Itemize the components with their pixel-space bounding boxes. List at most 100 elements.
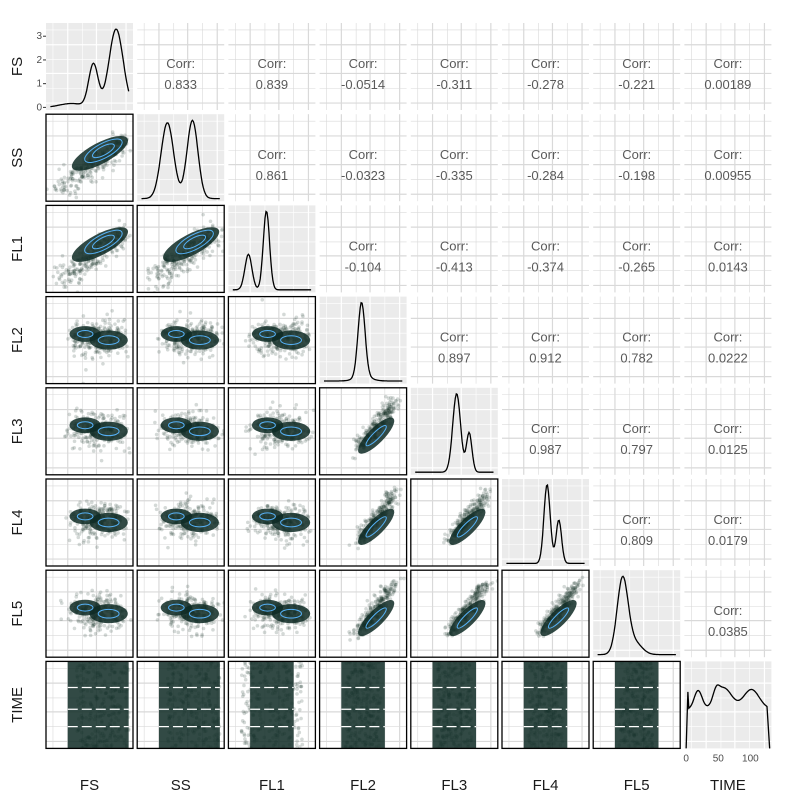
scatter-fl5-fl2 [318, 569, 408, 658]
corr-cell-fl4-fl5: Corr: 0.809 [593, 479, 681, 566]
scatter-fl2-fl1 [227, 295, 317, 385]
corr-value: -0.104 [345, 259, 382, 274]
scatter-time-fl3 [410, 660, 499, 750]
col-label-fl2: FL2 [350, 777, 376, 794]
corr-value: -0.0514 [341, 77, 385, 92]
corr-value: 0.0125 [708, 442, 748, 457]
scatter-time-fl1 [227, 660, 317, 750]
corr-label: Corr: [713, 603, 742, 618]
scatter-time-fl5 [592, 660, 681, 750]
scatter-fl4-fl3 [410, 478, 499, 567]
corr-label: Corr: [713, 330, 742, 345]
density-fl1 [228, 205, 316, 293]
fs-ytick: 0 [36, 102, 42, 113]
corr-label: Corr: [622, 512, 651, 527]
scatter-ss-fs [45, 113, 134, 202]
density-curve-time [685, 684, 771, 749]
corr-label: Corr: [440, 56, 469, 71]
fs-ytick: 3 [36, 31, 42, 42]
corr-value: -0.284 [527, 168, 564, 183]
density-fl5 [593, 570, 681, 658]
scatter-fl1-ss [136, 204, 225, 294]
corr-label: Corr: [622, 56, 651, 71]
fs-ytick: 2 [36, 55, 42, 66]
corr-label: Corr: [440, 147, 469, 162]
corr-value: -0.221 [618, 77, 655, 92]
corr-cell-fl5-time: Corr: 0.0385 [684, 570, 772, 658]
row-label-fl4: FL4 [9, 510, 26, 536]
corr-value: 0.0385 [708, 624, 748, 639]
row-label-time: TIME [9, 687, 26, 723]
row-label-ss: SS [9, 148, 26, 168]
fs-ytick: 1 [36, 79, 42, 90]
corr-cell-fs-fl2: Corr: -0.0514 [319, 23, 407, 110]
scatter-fl3-fs [45, 387, 134, 476]
density-curve-fl1 [232, 210, 312, 291]
corr-cell-fl1-fl4: Corr: -0.374 [502, 205, 589, 293]
corr-value: 0.839 [256, 77, 289, 92]
corr-label: Corr: [440, 330, 469, 345]
corr-cell-fl3-fl4: Corr: 0.987 [502, 387, 589, 475]
corr-value: -0.278 [527, 77, 564, 92]
corr-label: Corr: [713, 421, 742, 436]
scatter-fl2-fs [45, 295, 134, 385]
corr-cell-fl3-fl5: Corr: 0.797 [593, 387, 681, 475]
corr-label: Corr: [713, 147, 742, 162]
col-label-fl3: FL3 [441, 777, 467, 794]
time-xtick: 50 [713, 753, 725, 764]
corr-value: 0.00955 [704, 168, 751, 183]
corr-value: -0.265 [618, 259, 655, 274]
density-fl2 [319, 296, 407, 384]
corr-value: 0.912 [529, 351, 562, 366]
corr-label: Corr: [166, 56, 195, 71]
corr-cell-fl3-time: Corr: 0.0125 [684, 387, 772, 475]
corr-cell-ss-time: Corr: 0.00955 [684, 114, 772, 202]
corr-cell-ss-fl1: Corr: 0.861 [228, 114, 316, 202]
scatter-fl3-fl2 [318, 387, 408, 476]
corr-value: 0.861 [256, 168, 289, 183]
time-xtick: 100 [742, 753, 759, 764]
scatter-fl4-ss [136, 478, 225, 567]
corr-cell-ss-fl5: Corr: -0.198 [593, 114, 681, 202]
row-label-fl1: FL1 [9, 236, 26, 262]
scatter-fl5-fl1 [227, 569, 317, 658]
corr-label: Corr: [622, 238, 651, 253]
scatter-fl5-fl3 [410, 569, 499, 658]
corr-label: Corr: [713, 56, 742, 71]
corr-cell-fs-time: Corr: 0.00189 [684, 23, 772, 110]
scatter-fl2-ss [136, 295, 225, 385]
density-curve-fs [50, 28, 130, 108]
row-label-fl3: FL3 [9, 418, 26, 444]
corr-value: -0.335 [436, 168, 473, 183]
corr-value: 0.00189 [704, 77, 751, 92]
corr-label: Corr: [531, 56, 560, 71]
corr-value: 0.0143 [708, 259, 748, 274]
corr-value: 0.833 [164, 77, 197, 92]
scatter-fl5-ss [136, 569, 225, 658]
row-label-fl5: FL5 [9, 601, 26, 627]
time-xtick: 0 [683, 753, 689, 764]
scatter-fl5-fs [45, 569, 134, 658]
corr-label: Corr: [713, 238, 742, 253]
corr-cell-fl4-time: Corr: 0.0179 [684, 479, 772, 566]
corr-cell-fs-fl1: Corr: 0.839 [228, 23, 316, 110]
corr-cell-fl1-time: Corr: 0.0143 [684, 205, 772, 293]
scatter-time-ss [136, 660, 225, 750]
corr-cell-fs-ss: Corr: 0.833 [137, 23, 225, 110]
corr-value: 0.809 [620, 533, 653, 548]
corr-value: -0.311 [436, 77, 472, 92]
density-curve-fl2 [324, 301, 403, 382]
col-label-time: TIME [710, 777, 746, 794]
col-label-fl5: FL5 [624, 777, 650, 794]
scatter-fl5-fl4 [501, 569, 590, 658]
scatter-fl1-fs [45, 204, 134, 294]
corr-cell-ss-fl2: Corr: -0.0323 [319, 114, 407, 202]
corr-label: Corr: [349, 56, 378, 71]
corr-value: 0.797 [620, 442, 653, 457]
corr-label: Corr: [531, 238, 560, 253]
corr-label: Corr: [713, 512, 742, 527]
corr-label: Corr: [349, 147, 378, 162]
corr-value: 0.987 [529, 442, 562, 457]
corr-label: Corr: [257, 147, 286, 162]
corr-cell-fs-fl3: Corr: -0.311 [410, 23, 498, 110]
